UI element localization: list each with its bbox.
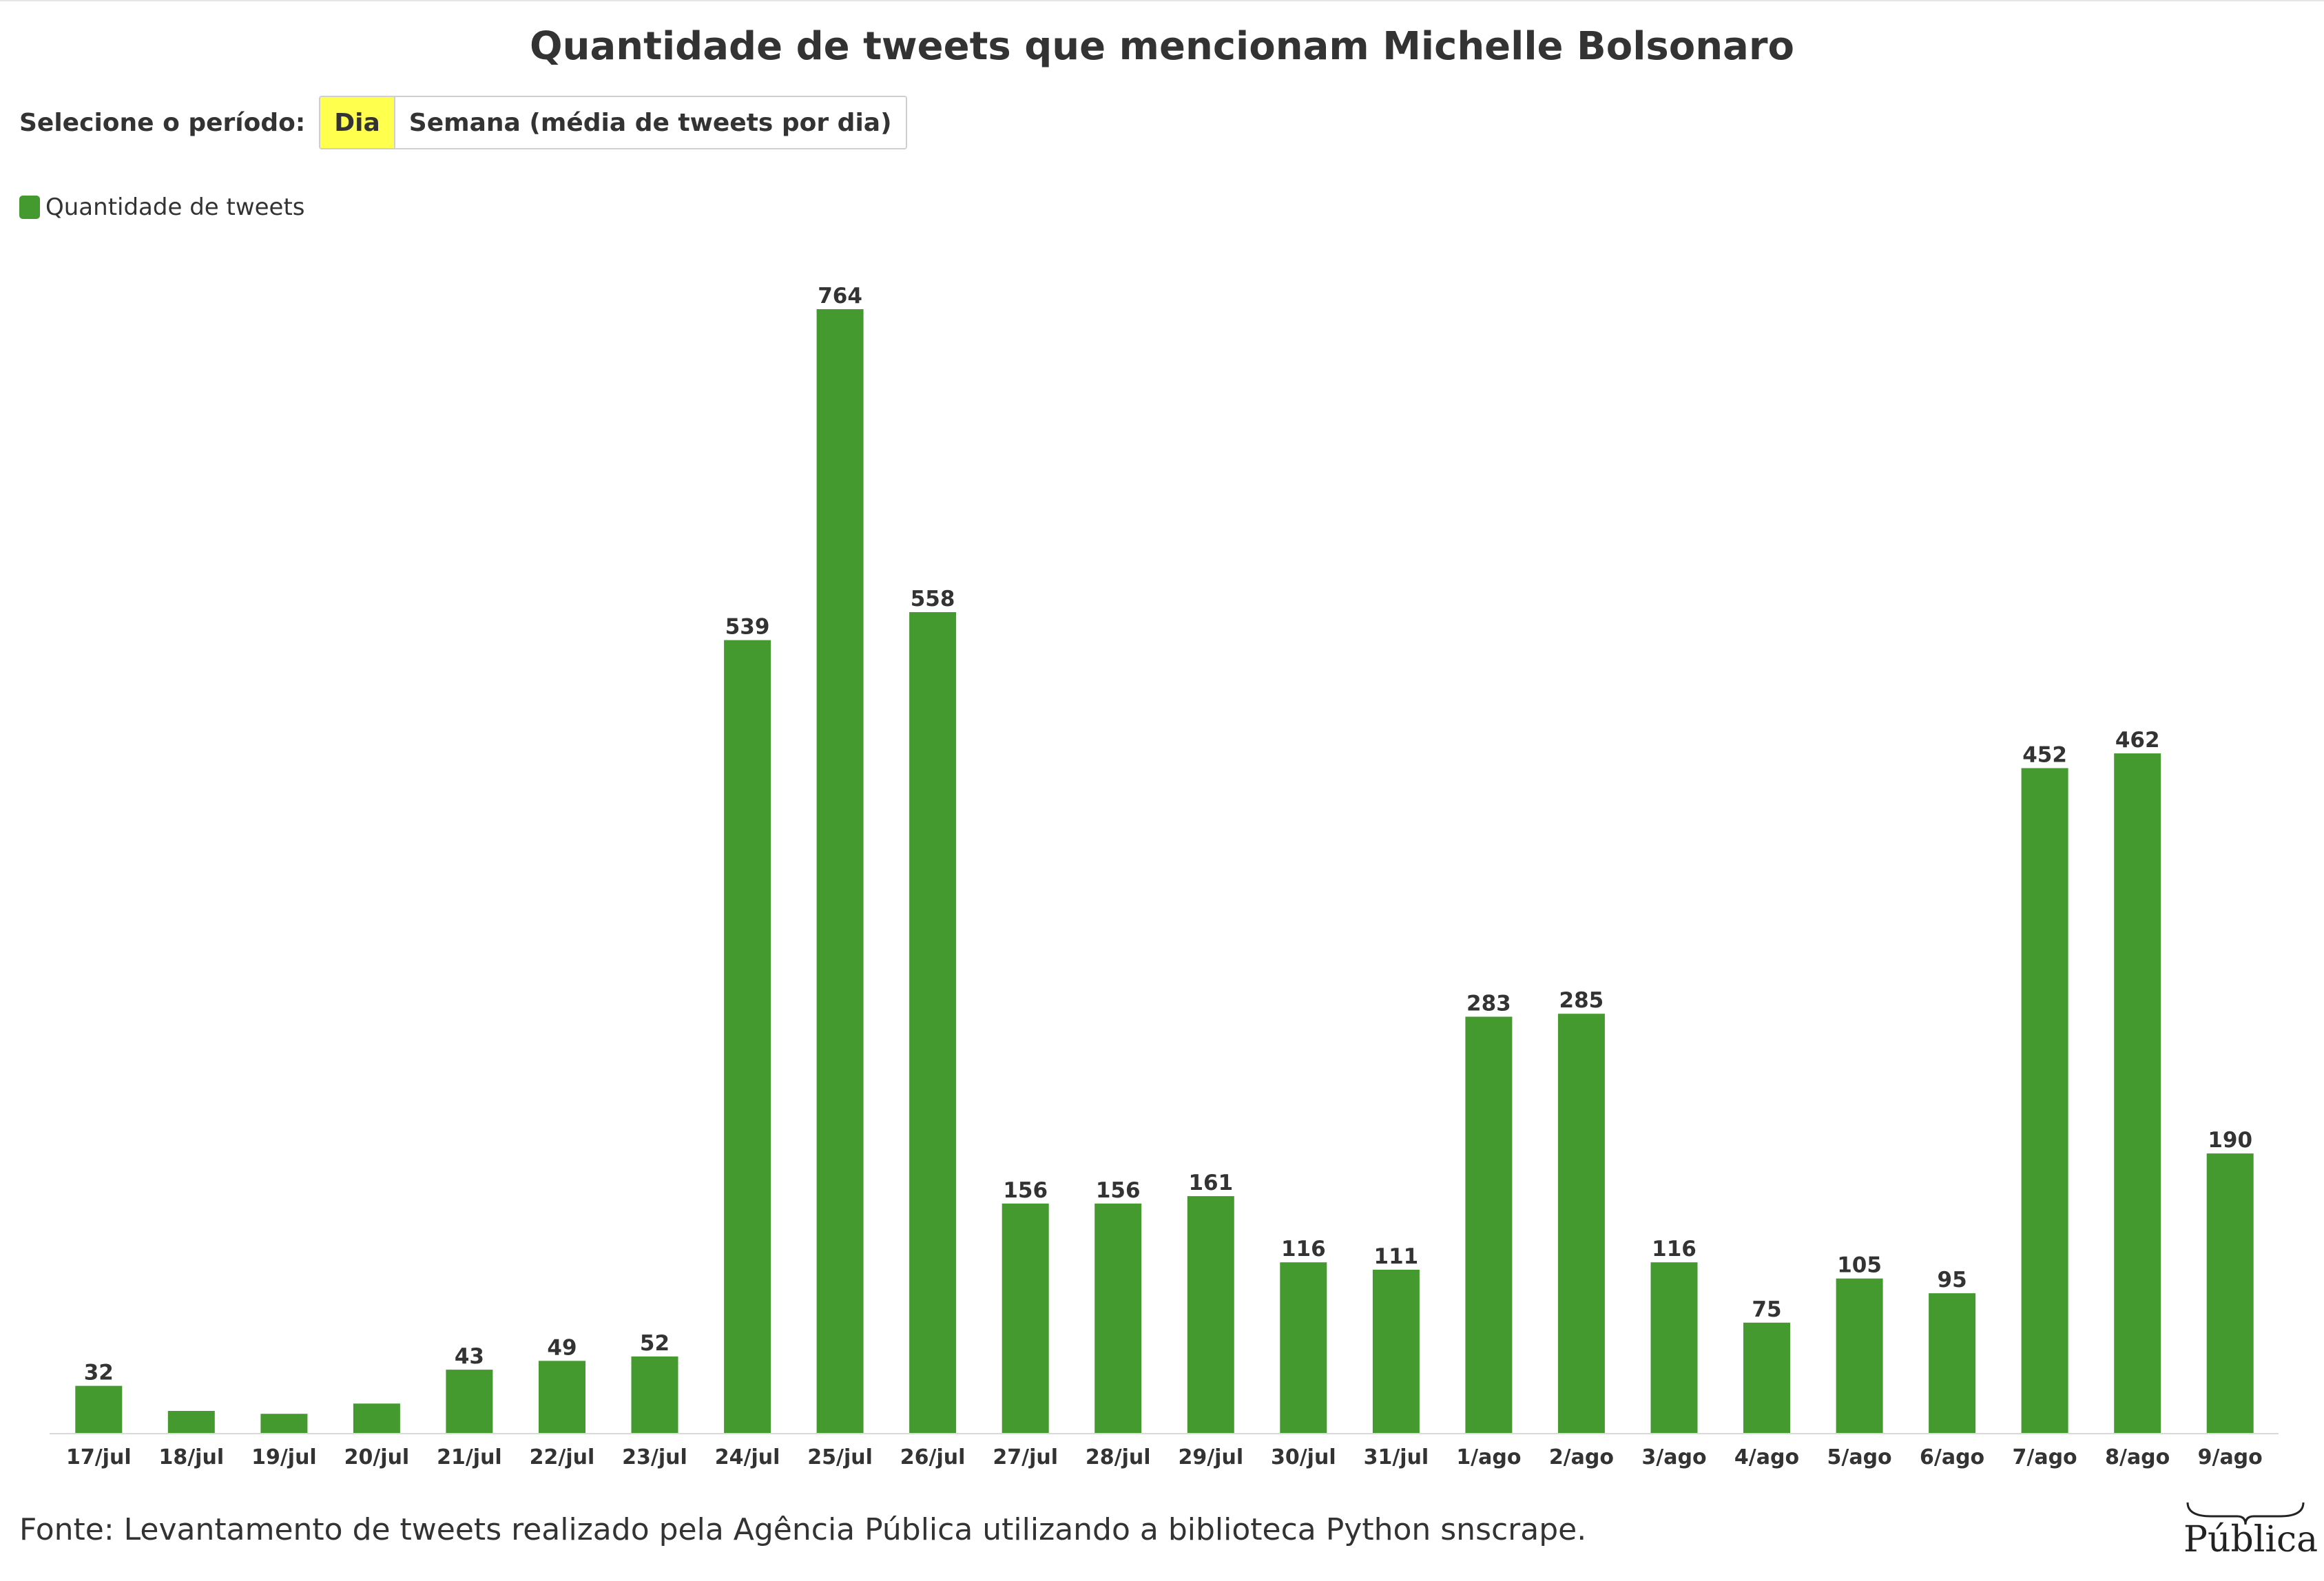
- bar-30-jul[interactable]: [1280, 1262, 1327, 1433]
- bar-8-ago[interactable]: [2114, 753, 2161, 1433]
- bar-20-jul[interactable]: [353, 1403, 400, 1433]
- bar-18-jul[interactable]: [167, 1411, 215, 1433]
- bar-21-jul[interactable]: [446, 1370, 493, 1433]
- bar-19-jul[interactable]: [260, 1414, 308, 1433]
- bar-value-label: 32: [84, 1361, 114, 1385]
- bar-4-ago[interactable]: [1743, 1322, 1790, 1433]
- bar-value-label: 43: [455, 1344, 484, 1369]
- bar-1-ago[interactable]: [1465, 1016, 1513, 1434]
- bar-value-label: 764: [818, 284, 862, 308]
- bar-28-jul[interactable]: [1094, 1203, 1142, 1433]
- top-rule: [0, 0, 2324, 1]
- bar-17-jul[interactable]: [75, 1385, 123, 1433]
- bar-value-label: 95: [1938, 1268, 1967, 1292]
- bar-value-label: 190: [2208, 1128, 2252, 1153]
- x-tick-label: 20/jul: [344, 1445, 410, 1469]
- x-tick-label: 9/ago: [2198, 1445, 2263, 1469]
- bar-6-ago[interactable]: [1929, 1293, 1976, 1433]
- period-option-week[interactable]: Semana (média de tweets por dia): [393, 97, 906, 148]
- logo-text: Pública: [2183, 1519, 2318, 1560]
- bar-29-jul[interactable]: [1187, 1196, 1234, 1433]
- bar-chart: 32 17/jul 18/jul 19/jul 20/jul 43 21/jul 49 22/j…: [50, 284, 2279, 1469]
- x-tick-label: 27/jul: [993, 1445, 1058, 1469]
- bar-25-jul[interactable]: [816, 309, 864, 1433]
- publica-logo: Pública: [2183, 1498, 2318, 1567]
- bar-value-label: 49: [547, 1335, 577, 1360]
- period-option-day[interactable]: Dia: [320, 97, 394, 148]
- x-tick-label: 1/ago: [1456, 1445, 1521, 1469]
- legend-label[interactable]: Quantidade de tweets: [45, 193, 305, 221]
- bar-value-label: 462: [2115, 728, 2160, 753]
- bar-7-ago[interactable]: [2021, 768, 2068, 1434]
- period-selector-label: Selecione o período:: [19, 108, 306, 137]
- bar-2-ago[interactable]: [1557, 1014, 1605, 1433]
- x-tick-label: 17/jul: [66, 1445, 132, 1469]
- x-tick-label: 8/ago: [2105, 1445, 2170, 1469]
- bar-value-label: 116: [1281, 1237, 1326, 1261]
- logo-brace-icon: [2186, 1502, 2305, 1525]
- x-tick-label: 6/ago: [1920, 1445, 1984, 1469]
- bar-value-label: 116: [1652, 1237, 1697, 1261]
- bar-value-label: 558: [911, 587, 955, 611]
- bar-value-label: 105: [1837, 1253, 1882, 1278]
- bar-23-jul[interactable]: [631, 1356, 678, 1433]
- x-tick-label: 25/jul: [807, 1445, 873, 1469]
- bar-27-jul[interactable]: [1002, 1203, 1049, 1433]
- x-tick-label: 5/ago: [1827, 1445, 1892, 1469]
- x-tick-label: 30/jul: [1271, 1445, 1336, 1469]
- bar-value-label: 111: [1374, 1244, 1419, 1269]
- bar-22-jul[interactable]: [539, 1361, 585, 1433]
- x-tick-label: 21/jul: [437, 1445, 502, 1469]
- bar-value-label: 283: [1466, 992, 1511, 1016]
- chart-legend: Quantidade de tweets: [19, 190, 305, 224]
- chart-title: Quantidade de tweets que mencionam Miche…: [530, 24, 1794, 69]
- bar-5-ago[interactable]: [1836, 1278, 1883, 1433]
- x-tick-label: 28/jul: [1086, 1445, 1151, 1469]
- bar-24-jul[interactable]: [724, 640, 771, 1433]
- bar-value-label: 285: [1559, 988, 1604, 1013]
- x-tick-label: 26/jul: [900, 1445, 966, 1469]
- x-tick-label: 23/jul: [622, 1445, 687, 1469]
- x-tick-label: 24/jul: [715, 1445, 780, 1469]
- bar-value-label: 539: [725, 615, 770, 640]
- bar-9-ago[interactable]: [2206, 1153, 2254, 1433]
- x-tick-label: 2/ago: [1549, 1445, 1614, 1469]
- bar-26-jul[interactable]: [909, 612, 957, 1433]
- bar-value-label: 156: [1003, 1178, 1048, 1203]
- x-tick-label: 19/jul: [251, 1445, 317, 1469]
- period-selector: Selecione o período: Dia Semana (média d…: [19, 96, 907, 149]
- bar-value-label: 52: [640, 1331, 670, 1356]
- x-tick-label: 31/jul: [1364, 1445, 1429, 1469]
- bar-value-label: 161: [1188, 1171, 1233, 1195]
- x-tick-label: 3/ago: [1641, 1445, 1706, 1469]
- bar-value-label: 156: [1096, 1178, 1141, 1203]
- x-tick-label: 22/jul: [530, 1445, 595, 1469]
- bar-value-label: 452: [2022, 743, 2067, 768]
- x-tick-label: 18/jul: [158, 1445, 224, 1469]
- bar-3-ago[interactable]: [1650, 1262, 1698, 1433]
- bar-value-label: 75: [1752, 1297, 1781, 1322]
- period-button-group: Dia Semana (média de tweets por dia): [319, 96, 907, 149]
- x-tick-label: 4/ago: [1734, 1445, 1799, 1469]
- source-note: Fonte: Levantamento de tweets realizado …: [19, 1512, 1587, 1547]
- x-tick-label: 7/ago: [2013, 1445, 2077, 1469]
- bar-31-jul[interactable]: [1372, 1269, 1420, 1433]
- legend-swatch: [19, 196, 40, 219]
- x-tick-label: 29/jul: [1178, 1445, 1243, 1469]
